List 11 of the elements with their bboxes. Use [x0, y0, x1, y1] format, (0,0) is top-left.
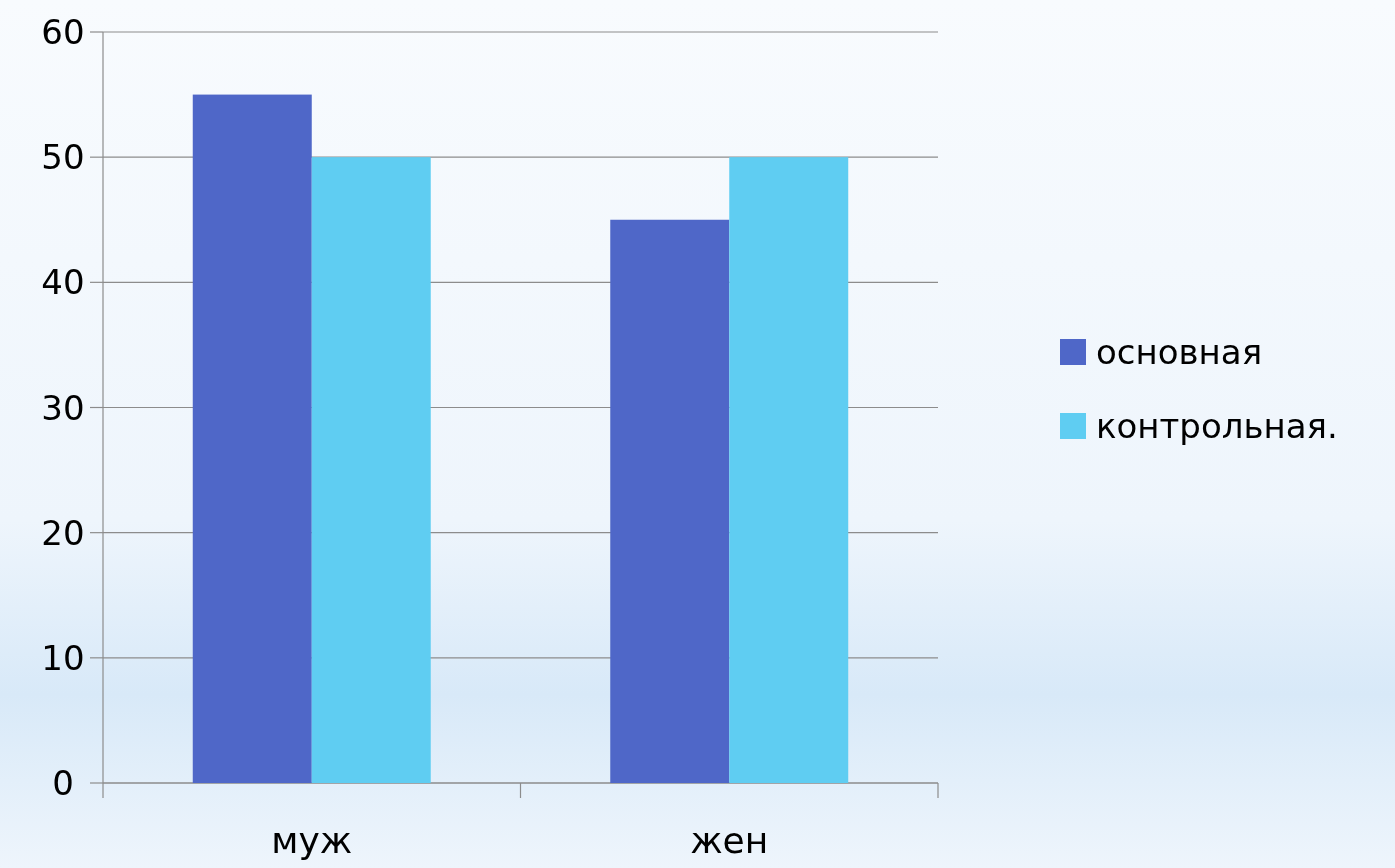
y-tick-label: 20 — [41, 512, 85, 553]
y-tick-label: 60 — [41, 12, 85, 52]
legend-label: контрольная. — [1096, 406, 1338, 446]
x-tick-label: жен — [690, 819, 769, 861]
legend-label: основная — [1096, 332, 1263, 372]
y-tick-label: 50 — [41, 137, 85, 178]
y-tick-label: 0 — [52, 763, 74, 803]
y-tick-label: 30 — [41, 387, 85, 428]
y-tick-label: 10 — [41, 637, 85, 678]
y-tick-label: 40 — [41, 262, 85, 303]
x-tick-label: муж — [271, 819, 353, 861]
